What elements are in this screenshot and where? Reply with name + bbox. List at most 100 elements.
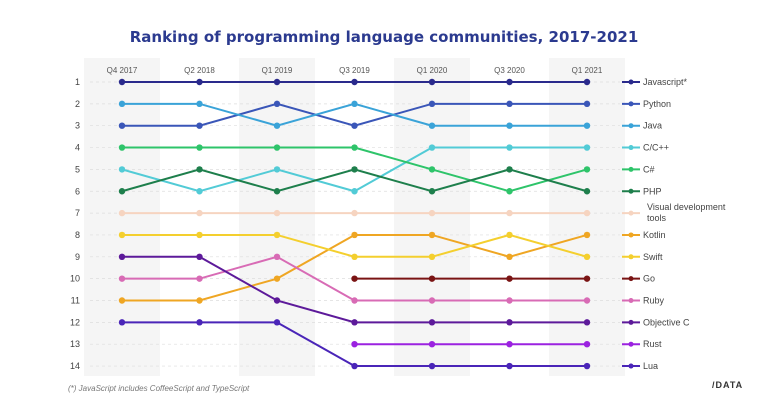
- legend-marker: [628, 79, 634, 85]
- series-line: [122, 233, 588, 302]
- x-tick-label: Q2 2018: [184, 66, 215, 75]
- data-point: [273, 253, 281, 260]
- series-python: Python: [118, 99, 671, 129]
- series-swift: Swift: [118, 231, 663, 262]
- data-point: [273, 297, 281, 304]
- data-point: [428, 297, 436, 304]
- data-point: [428, 362, 436, 370]
- legend-label: Objective C: [643, 317, 690, 327]
- data-point: [583, 144, 591, 151]
- data-point: [118, 231, 126, 239]
- series-php: PHP: [118, 166, 662, 196]
- legend-marker: [628, 101, 634, 107]
- data-point: [273, 275, 281, 282]
- data-point: [118, 100, 126, 108]
- data-point: [583, 209, 591, 217]
- data-point: [506, 166, 513, 173]
- data-point: [583, 341, 591, 348]
- legend-label: Lua: [643, 361, 658, 371]
- legend-marker: [628, 254, 634, 260]
- y-tick-label: 11: [71, 296, 80, 306]
- data-point: [273, 231, 281, 239]
- data-point: [583, 166, 591, 173]
- series-visual-development-tools: Visual development tools: [118, 202, 726, 223]
- data-point: [583, 319, 591, 326]
- legend-marker: [628, 363, 634, 369]
- data-point: [196, 319, 203, 326]
- data-point: [428, 253, 436, 260]
- data-point: [351, 275, 358, 282]
- x-tick-label: Q3 2020: [494, 66, 525, 75]
- data-point: [428, 166, 436, 173]
- legend-label: Java: [643, 121, 662, 131]
- data-point: [118, 319, 126, 326]
- data-point: [583, 100, 591, 108]
- x-tick-label: Q4 2017: [107, 66, 138, 75]
- x-tick-label: Q1 2020: [417, 66, 448, 75]
- data-point: [196, 297, 203, 304]
- data-point: [351, 78, 358, 86]
- y-tick-label: 6: [75, 186, 80, 196]
- legend-marker: [628, 341, 634, 347]
- data-point: [506, 188, 513, 195]
- series-line: [122, 102, 587, 127]
- data-point: [118, 275, 126, 282]
- data-point: [583, 253, 591, 260]
- legend-label: Python: [643, 99, 671, 109]
- data-point: [351, 166, 358, 173]
- data-point: [351, 341, 358, 348]
- y-tick-label: 2: [75, 99, 80, 109]
- legend-marker: [628, 276, 634, 282]
- data-point: [506, 319, 513, 326]
- data-point: [583, 122, 591, 129]
- data-point: [351, 319, 358, 326]
- series-rust: Rust: [351, 339, 662, 349]
- data-point: [583, 362, 591, 370]
- logo: /DATA: [712, 380, 744, 390]
- data-point: [506, 297, 513, 304]
- data-point: [118, 253, 126, 260]
- data-point: [196, 188, 203, 195]
- data-point: [273, 100, 281, 108]
- data-point: [196, 275, 203, 282]
- data-point: [351, 297, 358, 304]
- data-point: [428, 231, 436, 239]
- series-ruby: Ruby: [118, 253, 665, 306]
- data-point: [351, 122, 358, 129]
- data-point: [428, 209, 436, 217]
- legend-label: Visual development tools: [647, 202, 726, 223]
- x-tick-label: Q3 2019: [339, 66, 370, 75]
- y-tick-label: 12: [70, 317, 80, 327]
- data-point: [273, 188, 281, 195]
- data-point: [506, 78, 513, 86]
- data-point: [506, 341, 513, 348]
- data-point: [196, 144, 203, 151]
- data-point: [506, 231, 513, 239]
- y-tick-label: 7: [75, 208, 80, 218]
- data-point: [506, 209, 513, 217]
- data-point: [428, 188, 436, 195]
- data-point: [583, 297, 591, 304]
- data-point: [196, 78, 203, 86]
- legend-marker: [628, 123, 634, 129]
- series-kotlin: Kotlin: [118, 230, 666, 304]
- data-point: [118, 122, 126, 129]
- series-c-: C#: [118, 144, 655, 195]
- series-line: [122, 102, 587, 127]
- data-point: [351, 100, 358, 108]
- series-go: Go: [351, 274, 655, 284]
- data-point: [273, 166, 281, 173]
- data-point: [118, 188, 126, 195]
- data-point: [118, 144, 126, 151]
- y-tick-label: 13: [70, 339, 80, 349]
- data-point: [428, 341, 436, 348]
- series-java: Java: [118, 100, 662, 131]
- data-point: [351, 144, 358, 151]
- data-point: [428, 122, 436, 129]
- legend-label: Kotlin: [643, 230, 666, 240]
- data-point: [118, 78, 126, 86]
- data-point: [506, 144, 513, 151]
- data-point: [273, 319, 281, 326]
